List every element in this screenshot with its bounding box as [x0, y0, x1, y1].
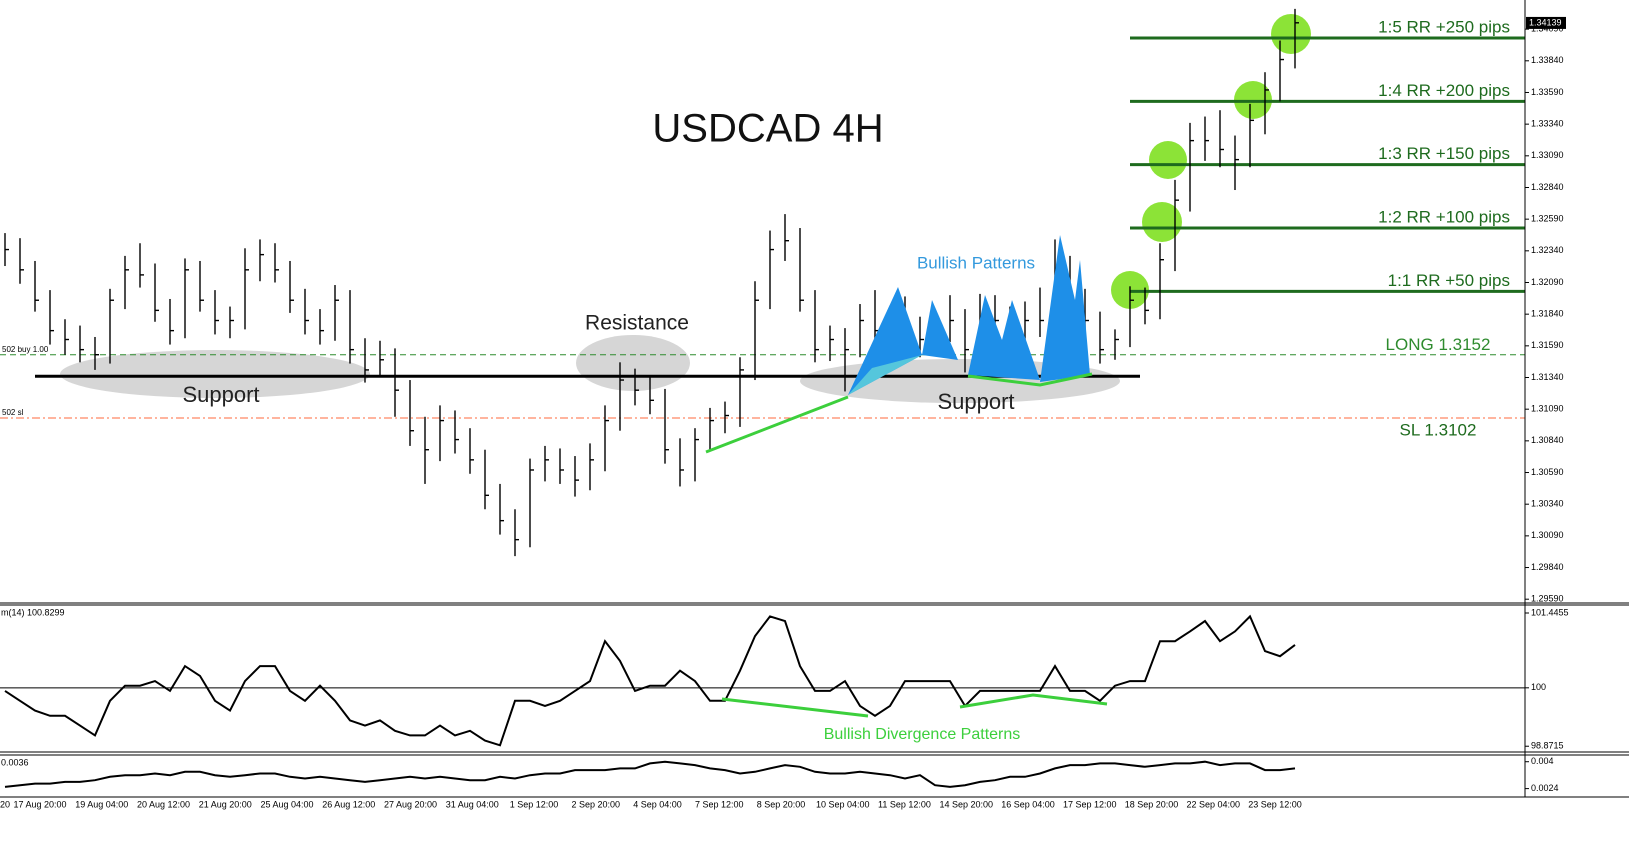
- y-tick-label: 1.30340: [1531, 499, 1564, 509]
- stop-tag: 502 sl: [2, 408, 24, 417]
- indicator-line: [4, 614, 1296, 747]
- divergence-line: [959, 693, 1108, 709]
- target-label: 1:4 RR +200 pips: [1378, 81, 1510, 100]
- target-label: 1:5 RR +250 pips: [1378, 17, 1510, 36]
- y-tick-label: 1.32090: [1531, 277, 1564, 287]
- annotation: Bullish Patterns: [917, 253, 1035, 272]
- x-tick-label: 21 Aug 20:00: [199, 799, 252, 809]
- harmonic-pattern: [848, 355, 922, 395]
- x-tick-label: 11 Sep 12:00: [878, 799, 931, 809]
- y-tick-label: 1.29590: [1531, 594, 1564, 604]
- y-tick-label: 1.32840: [1531, 182, 1564, 192]
- y-tick-label: 1.31090: [1531, 404, 1564, 414]
- x-tick-label: 17 Sep 12:00: [1063, 799, 1117, 809]
- target-hit: [1149, 141, 1187, 179]
- x-tick-label: 17 Aug 20:00: [13, 799, 66, 809]
- x-tick-label: 7 Sep 12:00: [695, 799, 744, 809]
- y-tick-label: 1.32340: [1531, 245, 1564, 255]
- target-hit: [1271, 14, 1311, 54]
- indicator-name: m(14) 100.8299: [1, 607, 65, 617]
- y-tick-label: 1.33840: [1531, 55, 1564, 65]
- x-tick-label: 8 Sep 20:00: [757, 799, 806, 809]
- y-tick-label: 101.4455: [1531, 607, 1569, 617]
- target-label: 1:1 RR +50 pips: [1388, 271, 1510, 290]
- y-tick-label: 1.30090: [1531, 530, 1564, 540]
- indicator-name: 0.0036: [1, 757, 29, 767]
- decorations-back: [60, 14, 1311, 403]
- x-tick-label: 1 Sep 12:00: [510, 799, 559, 809]
- annotation: Support: [937, 389, 1014, 414]
- y-tick-label: 1.30590: [1531, 467, 1564, 477]
- x-tick-label: 18 Sep 20:00: [1125, 799, 1179, 809]
- divergence-line: [967, 372, 1093, 387]
- y-tick-label: 0.004: [1531, 756, 1554, 766]
- y-tick-label: 1.29840: [1531, 562, 1564, 572]
- annotation: Bullish Divergence Patterns: [824, 726, 1021, 743]
- harmonic-pattern: [968, 295, 1040, 380]
- last-price-box: [1526, 16, 1566, 29]
- x-tick-label: 20 Aug 12:00: [137, 799, 190, 809]
- x-tick-label: 23 Sep 12:00: [1248, 799, 1302, 809]
- decorations-front: USDCAD 4H 1.29590 1.29840 1.30090 1.30340 1.…: [0, 0, 1629, 809]
- y-tick-label: 1.30840: [1531, 435, 1564, 445]
- target-label: 1:2 RR +100 pips: [1378, 208, 1510, 227]
- last-price-label: 1.34139: [1529, 17, 1562, 27]
- target-label: 1:3 RR +150 pips: [1378, 144, 1510, 163]
- target-hit: [1142, 202, 1182, 242]
- annotation: Support: [182, 382, 259, 407]
- divergence-line: [705, 395, 849, 454]
- x-tick-label: 4 Sep 04:00: [633, 799, 682, 809]
- harmonic-pattern: [1040, 235, 1090, 382]
- x-tick-label: 25 Aug 04:00: [260, 799, 313, 809]
- chart-title: USDCAD 4H: [652, 107, 883, 151]
- y-tick-label: 1.31840: [1531, 309, 1564, 319]
- y-tick-label: 1.33090: [1531, 150, 1564, 160]
- support-zone: [60, 350, 370, 398]
- entry-label: LONG 1.3152: [1386, 335, 1491, 354]
- x-tick-label: 14 Sep 20:00: [939, 799, 993, 809]
- stop-label: SL 1.3102: [1400, 421, 1477, 440]
- x-tick-label: 31 Aug 04:00: [446, 799, 499, 809]
- x-tick-label: 22 Sep 04:00: [1186, 799, 1240, 809]
- harmonic-pattern: [848, 287, 922, 395]
- annotation: Resistance: [585, 312, 689, 335]
- x-tick-label: 2 Sep 20:00: [571, 799, 620, 809]
- x-tick-label: 10 Sep 04:00: [816, 799, 870, 809]
- divergence-line: [721, 697, 869, 718]
- indicator-line: [4, 760, 1296, 788]
- y-tick-label: 1.31590: [1531, 340, 1564, 350]
- y-tick-label: 1.33590: [1531, 87, 1564, 97]
- x-tick-label: 26 Aug 12:00: [322, 799, 375, 809]
- y-tick-label: 1.32590: [1531, 214, 1564, 224]
- y-tick-label: 1.31340: [1531, 372, 1564, 382]
- x-tick-label: 19 Aug 04:00: [75, 799, 128, 809]
- x-tick-label: 20: [0, 799, 10, 809]
- y-tick-label: 0.0024: [1531, 783, 1559, 793]
- x-tick-label: 27 Aug 20:00: [384, 799, 437, 809]
- y-tick-label: 1.33340: [1531, 119, 1564, 129]
- resistance-zone: [576, 335, 690, 391]
- entry-tag: 502 buy 1.00: [2, 345, 49, 354]
- x-tick-label: 16 Sep 04:00: [1001, 799, 1055, 809]
- y-tick-label: 98.8715: [1531, 741, 1564, 751]
- harmonic-pattern: [922, 300, 958, 360]
- y-tick-label: 100: [1531, 682, 1546, 692]
